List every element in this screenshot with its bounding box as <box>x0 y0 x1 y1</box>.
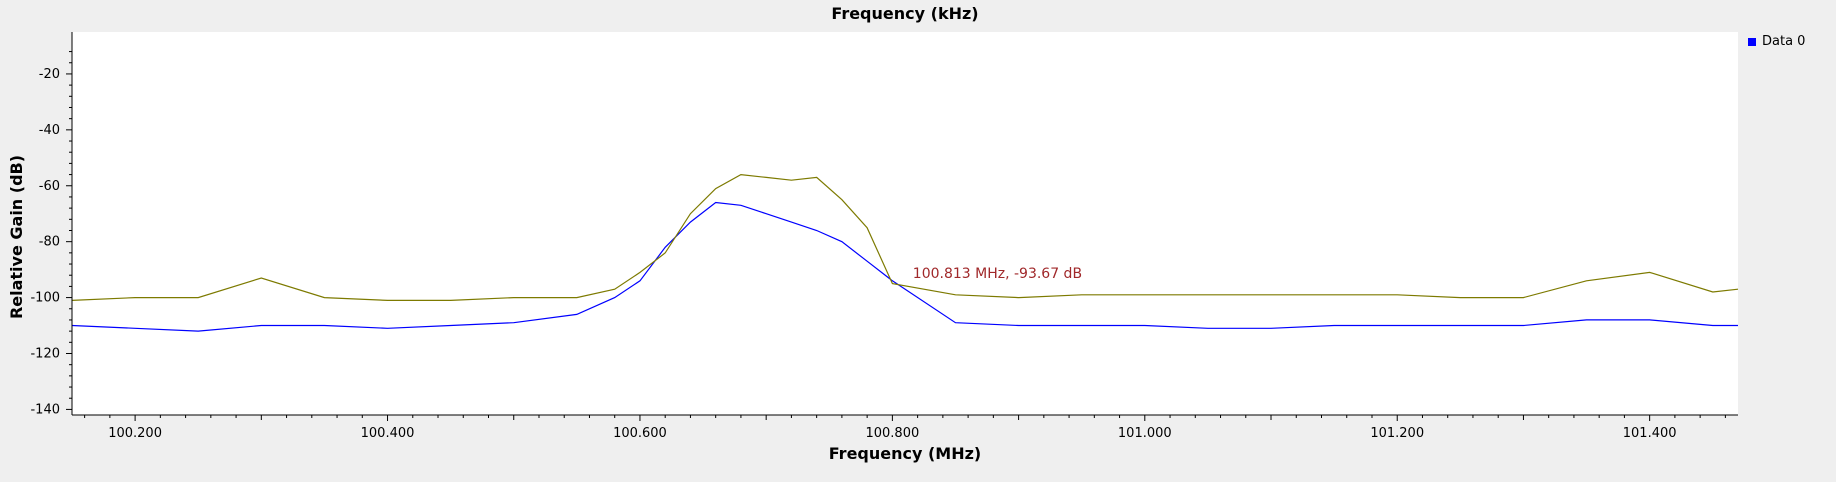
x-tick-label: 101.200 <box>1370 426 1424 441</box>
x-tick-label: 100.800 <box>865 426 919 441</box>
x-axis-title: Frequency (MHz) <box>829 444 981 463</box>
x-tick-label: 101.000 <box>1118 426 1172 441</box>
traces <box>71 173 1739 332</box>
plot-area[interactable] <box>72 32 1738 415</box>
y-tick-label: -80 <box>39 235 60 250</box>
x-tick-label: 100.400 <box>361 426 415 441</box>
x-tick-label: 100.600 <box>613 426 667 441</box>
series-data-0-line <box>71 201 1738 332</box>
x-tick-label: 100.200 <box>108 426 162 441</box>
series-trace-2-line <box>71 173 1739 301</box>
y-tick-label: -60 <box>39 179 60 194</box>
y-tick-label: -20 <box>39 67 60 82</box>
y-tick-label: -120 <box>30 346 60 361</box>
y-tick-label: -40 <box>39 123 60 138</box>
top-axis-title: Frequency (kHz) <box>831 4 978 23</box>
legend-label: Data 0 <box>1762 34 1806 49</box>
marker-label: 100.813 MHz, -93.67 dB <box>913 266 1082 282</box>
y-axis-title: Relative Gain (dB) <box>7 155 26 319</box>
y-tick-label: -140 <box>30 402 60 417</box>
legend[interactable]: Data 0 <box>1748 34 1805 49</box>
axes: -20 -40 -60 -80 -100 -120 -140 100.200 100.400 10… <box>30 32 1738 441</box>
x-tick-label: 101.400 <box>1623 426 1677 441</box>
y-tick-label: -100 <box>30 291 60 306</box>
legend-swatch <box>1748 37 1756 46</box>
